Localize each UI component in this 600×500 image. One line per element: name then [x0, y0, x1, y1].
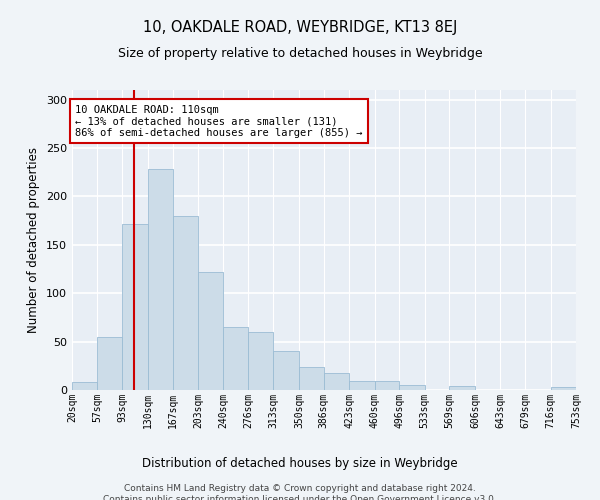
Bar	[173, 216, 198, 390]
Bar	[248, 332, 274, 390]
Bar	[551, 387, 576, 390]
Text: Size of property relative to detached houses in Weybridge: Size of property relative to detached ho…	[118, 48, 482, 60]
Bar	[323, 372, 349, 390]
Bar	[449, 386, 475, 390]
Text: 10, OAKDALE ROAD, WEYBRIDGE, KT13 8EJ: 10, OAKDALE ROAD, WEYBRIDGE, KT13 8EJ	[143, 20, 457, 35]
Text: Contains public sector information licensed under the Open Government Licence v3: Contains public sector information licen…	[103, 495, 497, 500]
Bar	[223, 327, 248, 390]
Bar	[374, 382, 399, 390]
Bar	[198, 272, 223, 390]
Bar	[299, 367, 323, 390]
Bar	[148, 170, 173, 390]
Text: 10 OAKDALE ROAD: 110sqm
← 13% of detached houses are smaller (131)
86% of semi-d: 10 OAKDALE ROAD: 110sqm ← 13% of detache…	[76, 104, 363, 138]
Y-axis label: Number of detached properties: Number of detached properties	[28, 147, 40, 333]
Bar	[399, 385, 425, 390]
Text: Distribution of detached houses by size in Weybridge: Distribution of detached houses by size …	[142, 458, 458, 470]
Bar	[97, 337, 122, 390]
Text: Contains HM Land Registry data © Crown copyright and database right 2024.: Contains HM Land Registry data © Crown c…	[124, 484, 476, 493]
Bar	[274, 352, 299, 390]
Bar	[122, 224, 148, 390]
Bar	[72, 382, 97, 390]
Bar	[349, 382, 374, 390]
